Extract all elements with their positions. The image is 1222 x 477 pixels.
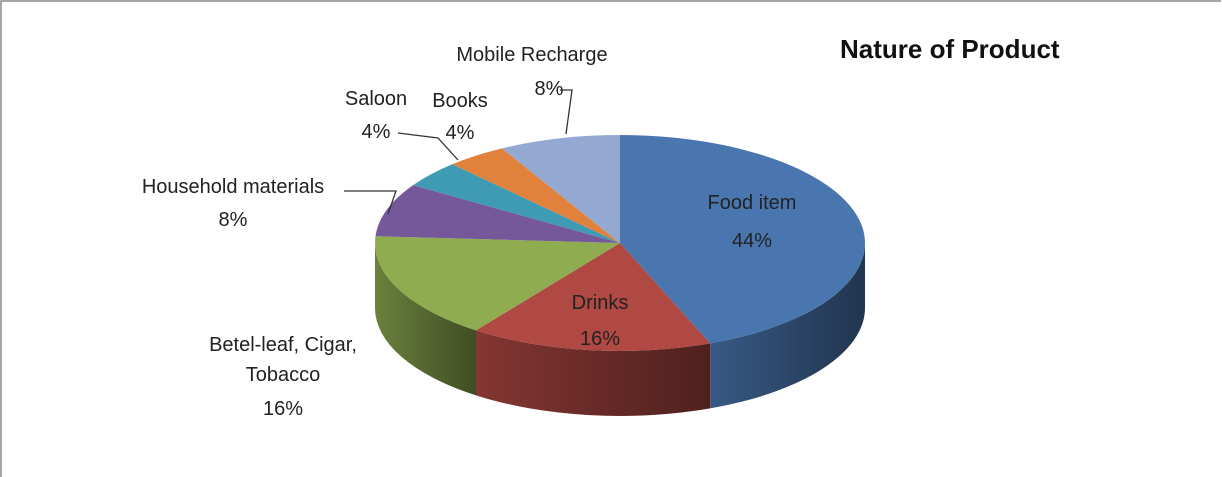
slice-value-label: 4%: [445, 122, 475, 144]
slice-side: [475, 330, 711, 416]
slice-label: Household materials: [141, 176, 325, 198]
slice-label: Saloon: [344, 88, 408, 110]
chart-title: Nature of Product: [840, 34, 1060, 64]
slice-value-label: 8%: [534, 78, 564, 100]
slice-side: [375, 243, 476, 396]
slice-value-label: 8%: [218, 209, 248, 231]
slice: [375, 236, 620, 331]
slice-label: Betel-leaf, Cigar, Tobacco: [209, 334, 357, 386]
slice-label: Books: [432, 90, 488, 112]
slice: [452, 148, 620, 243]
slice: [620, 135, 865, 344]
slice-value-label: 16%: [262, 398, 304, 420]
leader-line: [397, 132, 459, 161]
slice: [501, 135, 620, 243]
slice: [475, 243, 711, 351]
slice-label: Drinks: [571, 292, 629, 314]
leader-line: [560, 89, 573, 135]
slice-label: Mobile Recharge: [456, 44, 608, 66]
slice-value-label: 4%: [361, 121, 391, 143]
slice-label: Food item: [707, 192, 797, 214]
slice: [413, 164, 620, 243]
slice-value-label: 44%: [731, 230, 773, 252]
leader-line: [344, 190, 397, 215]
slice: [375, 185, 620, 243]
slice-value-label: 16%: [579, 328, 621, 350]
slice-side: [710, 243, 865, 409]
